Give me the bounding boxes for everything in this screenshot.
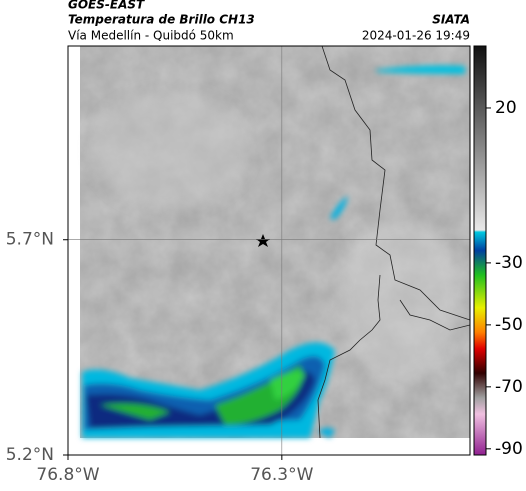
x-tick-label: 76.8°W bbox=[36, 465, 99, 485]
colorbar-tick-label: -30 bbox=[495, 253, 523, 273]
colorbar-tick-label: -70 bbox=[495, 377, 523, 397]
satellite: GOES-EAST bbox=[68, 0, 145, 12]
route: Vía Medellín - Quibdó 50km bbox=[68, 29, 234, 43]
grid bbox=[68, 46, 470, 455]
location-marker bbox=[256, 234, 270, 247]
x-tick-label: 76.3°W bbox=[250, 465, 313, 485]
colorbar-tick-label: -50 bbox=[495, 315, 523, 335]
y-tick-label: 5.2°N bbox=[6, 445, 54, 465]
source: SIATA bbox=[432, 13, 470, 27]
map-frame bbox=[67, 45, 471, 456]
y-tick-label: 5.7°N bbox=[6, 230, 54, 250]
product: Temperatura de Brillo CH13 bbox=[68, 13, 255, 27]
colorbar-tick-label: 20 bbox=[495, 98, 517, 118]
colorbar-tick-label: -90 bbox=[495, 439, 523, 459]
timestamp: 2024-01-26 19:49 bbox=[362, 29, 470, 43]
colorbar bbox=[473, 45, 487, 456]
map-imagery bbox=[68, 46, 470, 455]
